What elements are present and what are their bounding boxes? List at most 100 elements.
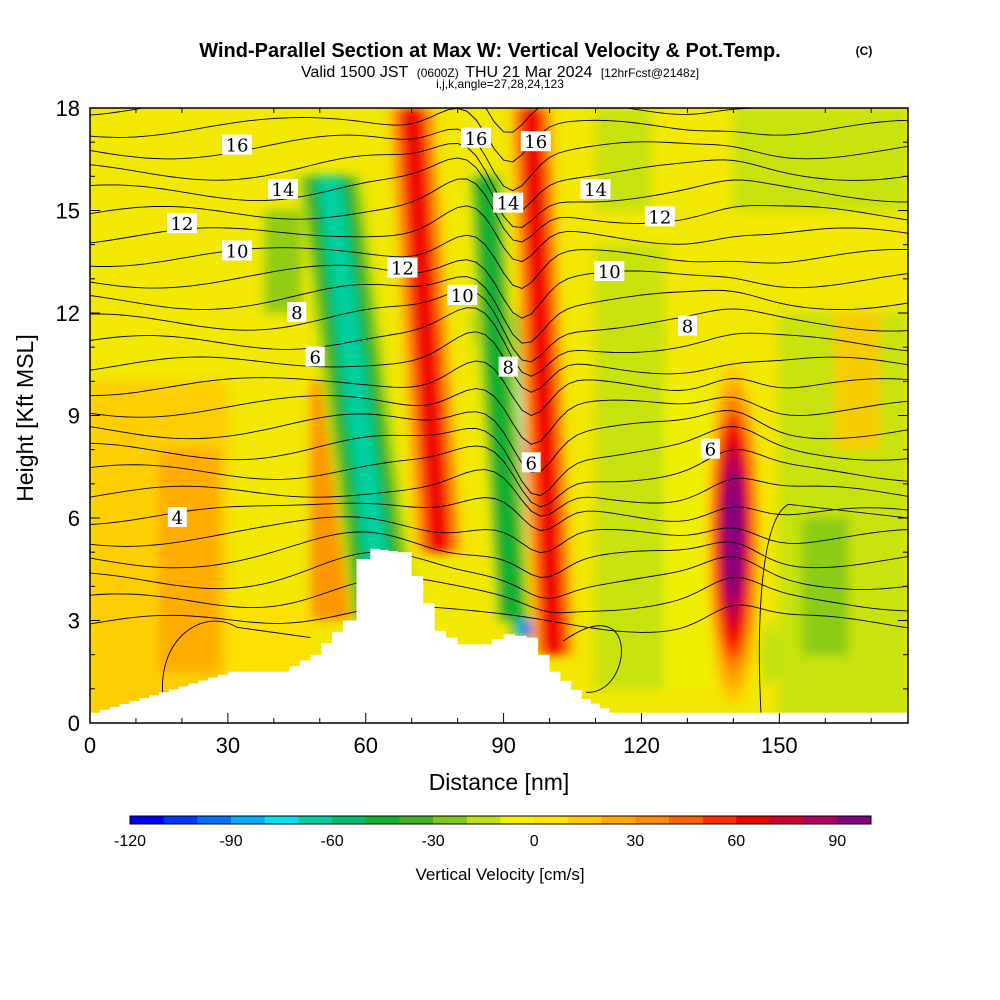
contour-label: 8: [677, 315, 697, 338]
contour-label-text: 6: [705, 440, 716, 461]
colorbar-tick-label: -30: [422, 833, 445, 850]
colorbar-title: Vertical Velocity [cm/s]: [415, 865, 584, 884]
contour-label-bg: [287, 302, 307, 322]
colorbar-segment: [130, 816, 164, 824]
contour-label-text: 12: [391, 259, 414, 280]
copyright-mark: (C): [856, 44, 873, 58]
colorbar-segment: [298, 816, 333, 824]
velocity-patch: [733, 108, 908, 211]
contour-label: 16: [222, 134, 253, 157]
contour-label-bg: [644, 206, 675, 227]
y-tick-label: 15: [56, 199, 80, 224]
theta-contour-line: [90, 289, 908, 363]
theta-contour-line: [90, 331, 908, 393]
contour-label-text: 14: [497, 194, 520, 215]
x-tick-label: 120: [623, 733, 660, 758]
contour-label: 8: [498, 356, 518, 379]
contour-label-bg: [520, 131, 551, 152]
colorbar-tick-label: -90: [219, 833, 242, 850]
theta-contour-line: [758, 503, 908, 713]
colorbar-segment: [264, 816, 299, 824]
contour-label-bg: [222, 134, 253, 155]
velocity-patch: [264, 210, 302, 313]
contour-label: 12: [644, 206, 675, 228]
colorbar-segment: [197, 816, 232, 824]
colorbar-segment: [668, 816, 703, 824]
updraft-column: [725, 470, 742, 601]
theta-contour-line: [90, 276, 908, 344]
colorbar-segment: [601, 816, 636, 824]
y-tick-label: 6: [68, 506, 80, 531]
contour-label-bg: [677, 315, 697, 336]
velocity-patch: [158, 449, 219, 672]
contour-label-bg: [493, 192, 524, 213]
colorbar-segment: [702, 816, 737, 824]
colorbar-tick-label: -60: [321, 833, 344, 850]
theta-contour-line: [90, 388, 908, 445]
contour-label-bg: [167, 507, 187, 527]
axes: 0 30 60 90 120 150 0 3 6 9 12 15 18: [56, 96, 908, 758]
theta-contour-line: [90, 410, 908, 473]
velocity-band: [403, 108, 448, 553]
colorbar-segment: [635, 816, 670, 824]
contour-label: 12: [166, 213, 197, 235]
colorbar: -120 -90 -60 -30 0 30 60 90: [114, 815, 872, 850]
theta-contour-line: [90, 445, 908, 508]
contour-label: 14: [493, 192, 524, 215]
theta-contour-line: [90, 259, 908, 319]
forecast-info: [12hrFcst@2148z]: [601, 66, 699, 80]
contour-label-text: 6: [309, 347, 320, 368]
colorbar-segment: [837, 816, 872, 824]
contour-label: 4: [167, 507, 187, 529]
velocity-blob: [760, 624, 781, 685]
colorbar-frame: [129, 815, 872, 825]
contour-label-bg: [305, 346, 325, 367]
contour-label: 10: [447, 284, 478, 307]
contour-label-text: 8: [682, 317, 693, 338]
x-tick-label: 60: [353, 733, 377, 758]
contour-label-text: 16: [524, 132, 547, 153]
contour-label: 14: [268, 179, 299, 201]
valid-utc: (0600Z): [417, 66, 459, 80]
potential-temperature-contours: [90, 108, 908, 713]
theta-contour-line: [563, 625, 622, 693]
contour-label: 8: [287, 302, 307, 324]
contour-label: 16: [520, 131, 551, 153]
contour-label-text: 14: [584, 180, 607, 201]
theta-contour-line: [90, 551, 908, 599]
contour-label: 12: [387, 257, 418, 280]
theta-contour-line: [90, 205, 908, 263]
contour-label-text: 8: [502, 358, 513, 379]
colorbar-tick-label: 90: [828, 833, 846, 850]
colorbar-segment: [803, 816, 838, 824]
contour-label: 6: [521, 452, 541, 474]
contour-labels: 16 16 16 14 14 14 12 12 12 10 10 10 8 8 8 6 6 6 4: [166, 127, 720, 529]
contour-label-text: 10: [226, 242, 249, 263]
velocity-band: [523, 108, 563, 655]
contour-label-bg: [387, 257, 418, 278]
theta-contour-line: [90, 307, 908, 377]
contour-label-bg: [222, 240, 253, 261]
theta-contour-line: [90, 108, 908, 163]
contour-label-text: 10: [451, 286, 474, 307]
y-tick-label: 0: [68, 711, 80, 736]
velocity-patch: [802, 518, 849, 655]
contour-label: 16: [461, 127, 492, 150]
y-tick-label: 9: [68, 404, 80, 429]
theta-contour-line: [90, 516, 908, 554]
y-axis-title: Height [Kft MSL]: [12, 334, 38, 501]
contour-label-bg: [594, 261, 625, 281]
x-axis-title: Distance [nm]: [429, 769, 570, 795]
contour-label-text: 14: [272, 180, 295, 201]
contour-label-text: 12: [648, 207, 671, 228]
y-tick-label: 18: [56, 96, 80, 121]
colorbar-segment: [567, 816, 602, 824]
contour-label: 6: [700, 438, 720, 461]
contour-label-bg: [580, 179, 611, 199]
x-tick-label: 0: [84, 733, 96, 758]
colorbar-segment: [399, 816, 434, 824]
theta-contour-line: [90, 497, 908, 532]
theta-contour-line: [90, 531, 908, 578]
colorbar-segment: [769, 816, 804, 824]
contour-label-bg: [447, 284, 478, 305]
